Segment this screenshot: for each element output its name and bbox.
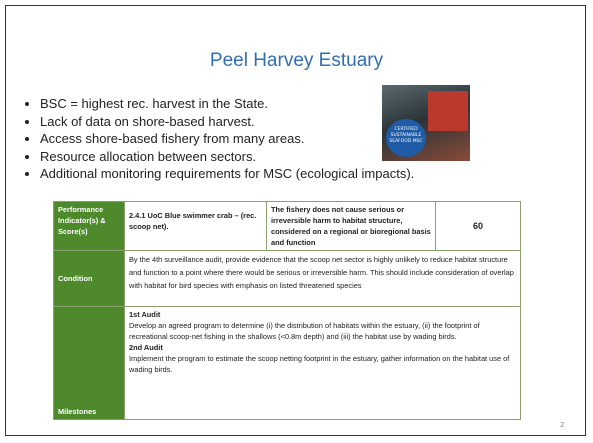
milestone-text: Implement the program to estimate the sc… <box>129 354 510 374</box>
milestone-text: Develop an agreed program to determine (… <box>129 321 480 341</box>
cell: By the 4th surveillance audit, provide e… <box>124 250 521 307</box>
photo: CERTIFIED SUSTAINABLE SEAFOOD MSC <box>382 85 470 161</box>
table-row: Condition By the 4th surveillance audit,… <box>53 250 521 307</box>
slide: Peel Harvey Estuary BSC = highest rec. h… <box>5 5 586 436</box>
msc-logo: CERTIFIED SUSTAINABLE SEAFOOD MSC <box>386 119 426 157</box>
bullet: Additional monitoring requirements for M… <box>40 165 414 183</box>
bullet: Resource allocation between sectors. <box>40 148 414 166</box>
cell: 1st Audit Develop an agreed program to d… <box>124 306 521 420</box>
score-cell: 60 <box>435 201 521 251</box>
bullet: BSC = highest rec. harvest in the State. <box>40 95 414 113</box>
condition-table: Performance Indicator(s) & Score(s) 2.4.… <box>53 201 521 420</box>
milestone-heading: 1st Audit <box>129 310 161 319</box>
row-header: Milestones <box>53 306 125 420</box>
bullet: Lack of data on shore-based harvest. <box>40 113 414 131</box>
page-number: 2 <box>560 421 565 429</box>
row-header: Performance Indicator(s) & Score(s) <box>53 201 125 251</box>
crab-tub <box>428 91 468 131</box>
table-row: Performance Indicator(s) & Score(s) 2.4.… <box>53 201 521 251</box>
table-row: Milestones 1st Audit Develop an agreed p… <box>53 306 521 420</box>
cell: The fishery does not cause serious or ir… <box>266 201 436 251</box>
milestone-heading: 2nd Audit <box>129 343 163 352</box>
bullet-list: BSC = highest rec. harvest in the State.… <box>26 95 414 183</box>
slide-title: Peel Harvey Estuary <box>209 50 384 71</box>
bullet: Access shore-based fishery from many are… <box>40 130 414 148</box>
cell: 2.4.1 UoC Blue swimmer crab – (rec. scoo… <box>124 201 267 251</box>
row-header: Condition <box>53 250 125 307</box>
